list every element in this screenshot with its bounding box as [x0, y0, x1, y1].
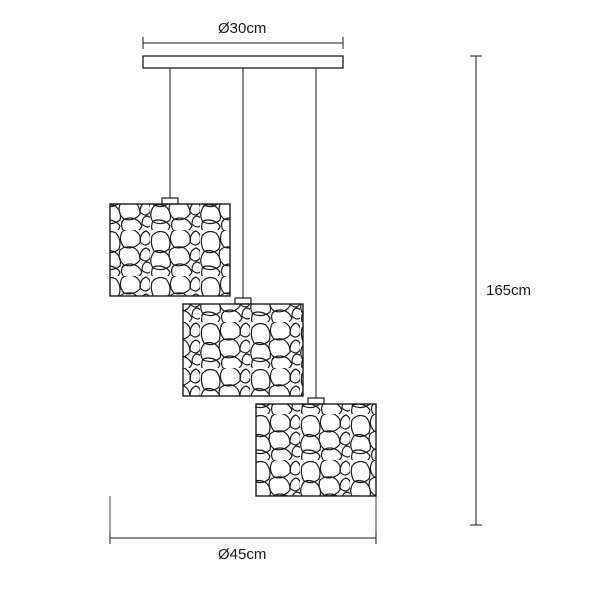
dimension-top — [143, 37, 343, 49]
dimension-right-label: 165cm — [486, 282, 531, 299]
diagram-svg — [0, 0, 600, 600]
dimension-right — [470, 56, 482, 525]
pendant-shade-1 — [110, 204, 230, 296]
dimension-bottom — [110, 496, 376, 544]
pendant-shade-2 — [183, 304, 303, 396]
dimension-bottom-label: Ø45cm — [218, 546, 266, 563]
diagram-stage: Ø30cm Ø45cm 165cm — [0, 0, 600, 600]
dimension-top-label: Ø30cm — [218, 20, 266, 37]
pendant-shade-3 — [256, 404, 376, 496]
ceiling-canopy — [143, 56, 343, 68]
